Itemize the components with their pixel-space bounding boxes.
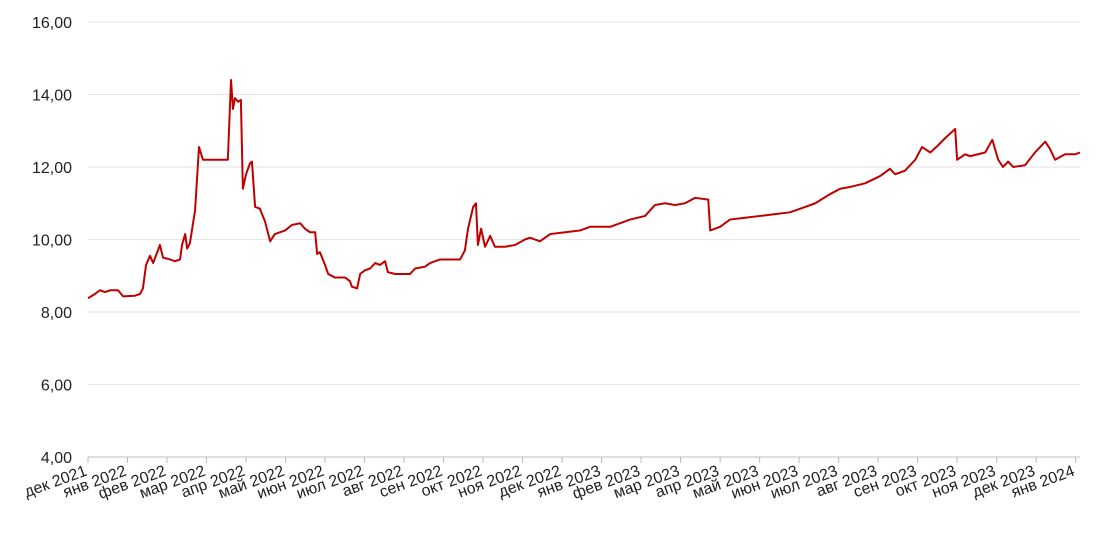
- y-tick-label: 14,00: [32, 88, 72, 105]
- y-tick-label: 10,00: [32, 233, 72, 250]
- y-tick-label: 8,00: [41, 305, 72, 322]
- y-tick-label: 4,00: [41, 450, 72, 467]
- y-tick-label: 6,00: [41, 378, 72, 395]
- y-tick-label: 16,00: [32, 15, 72, 32]
- line: [87, 79, 1081, 300]
- y-tick-label: 12,00: [32, 160, 72, 177]
